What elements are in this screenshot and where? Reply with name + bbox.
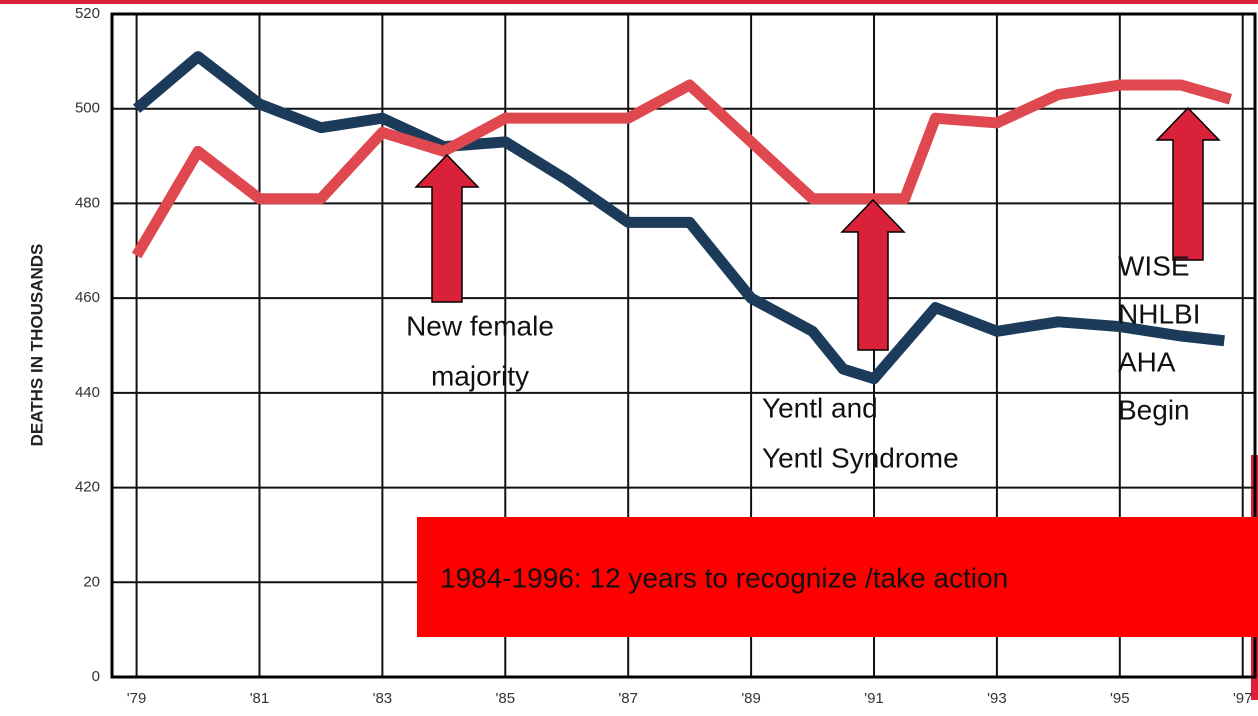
annotation: NHLBI — [1118, 298, 1200, 329]
series-line — [133, 51, 1225, 385]
y-tick-label: 420 — [75, 479, 100, 496]
annotation: Yentl and — [762, 392, 878, 423]
y-axis-label: DEATHS IN THOUSANDS — [27, 244, 46, 447]
series-line — [131, 79, 1232, 259]
y-tick-label: 0 — [92, 668, 100, 685]
arrow — [414, 153, 480, 303]
y-tick-label: 460 — [75, 289, 100, 306]
plot-frame — [110, 12, 1257, 679]
x-tick-label: '93 — [987, 690, 1007, 707]
annotation: New female — [406, 310, 554, 341]
x-tick-label: '81 — [250, 690, 270, 707]
y-tick-label: 480 — [75, 194, 100, 211]
x-tick-label: '95 — [1110, 690, 1130, 707]
annotation: Begin — [1118, 394, 1190, 425]
arrow — [1155, 106, 1221, 261]
banner-box — [417, 517, 1258, 637]
banner-text: 1984-1996: 12 years to recognize /take a… — [440, 562, 1008, 593]
annotation: Yentl Syndrome — [762, 442, 959, 473]
x-tick-label: '91 — [864, 690, 884, 707]
arrow — [840, 198, 906, 351]
annotation: AHA — [1118, 346, 1176, 377]
top-strip — [0, 0, 1258, 4]
y-tick-label: 440 — [75, 384, 100, 401]
annotation: majority — [431, 360, 529, 391]
annotation: WISE — [1118, 250, 1190, 281]
x-tick-label: '87 — [618, 690, 638, 707]
x-tick-label: '83 — [373, 690, 393, 707]
y-tick-label: 20 — [83, 573, 100, 590]
x-tick-label: '97 — [1233, 690, 1253, 707]
x-tick-label: '89 — [741, 690, 761, 707]
x-tick-label: '79 — [127, 690, 147, 707]
y-tick-label: 520 — [75, 5, 100, 22]
x-tick-label: '85 — [496, 690, 516, 707]
y-tick-label: 500 — [75, 100, 100, 117]
